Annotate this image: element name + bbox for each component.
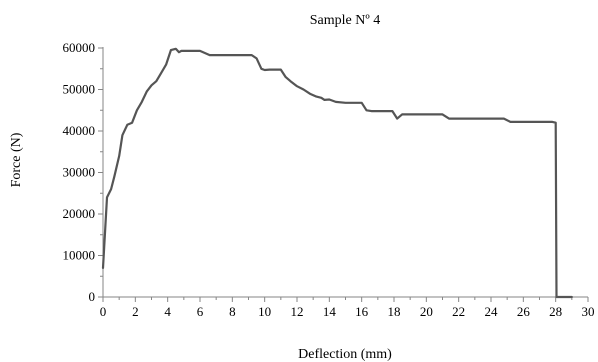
x-axis-label: Deflection (mm) (298, 347, 392, 362)
x-tick-label: 24 (485, 304, 499, 319)
plot-area (101, 47, 573, 299)
y-tick-label: 30000 (63, 165, 96, 180)
y-tick-label: 50000 (63, 82, 96, 97)
x-tick-label: 8 (229, 304, 236, 319)
series-line-0 (101, 47, 573, 299)
x-tick-label: 2 (132, 304, 139, 319)
y-tick-label: 60000 (63, 40, 96, 55)
x-tick-label: 10 (258, 304, 271, 319)
y-tick-label: 10000 (63, 248, 96, 263)
x-tick-label: 14 (323, 304, 337, 319)
x-tick-label: 18 (388, 304, 401, 319)
x-tick-label: 12 (291, 304, 304, 319)
x-tick-label: 0 (100, 304, 107, 319)
y-tick-label: 40000 (63, 123, 96, 138)
x-tick-label: 16 (355, 304, 369, 319)
x-tick-label: 30 (582, 304, 595, 319)
y-tick-label: 20000 (63, 206, 96, 221)
x-tick-label: 6 (197, 304, 204, 319)
chart-title: Sample Nº 4 (310, 13, 380, 28)
y-axis-label: Force (N) (9, 132, 24, 187)
x-tick-label: 28 (549, 304, 562, 319)
x-tick-label: 22 (452, 304, 465, 319)
y-tick-label: 0 (89, 289, 96, 304)
axes (102, 47, 588, 298)
x-tick-label: 26 (517, 304, 531, 319)
x-tick-label: 4 (164, 304, 171, 319)
x-tick-label: 20 (420, 304, 433, 319)
